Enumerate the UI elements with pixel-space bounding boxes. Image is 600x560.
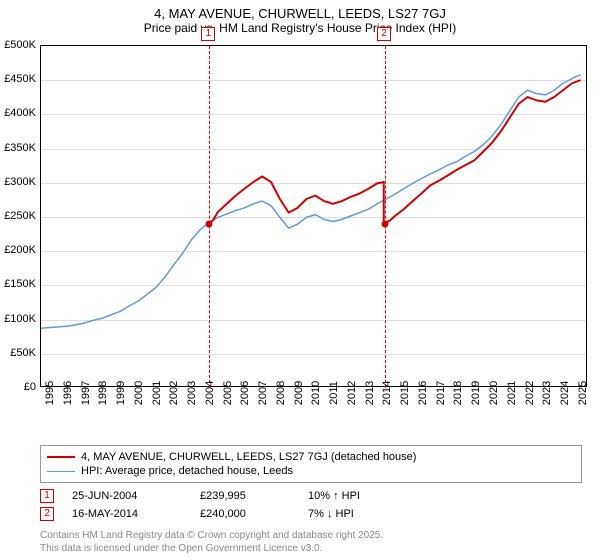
x-axis-label: 2007 bbox=[257, 381, 269, 405]
x-axis-label: 2014 bbox=[381, 381, 393, 405]
sale-marker-badge: 1 bbox=[201, 27, 215, 41]
x-axis-label: 1999 bbox=[115, 381, 127, 405]
sale-row-badge: 2 bbox=[40, 507, 54, 521]
x-axis-label: 2004 bbox=[204, 381, 216, 405]
legend-label: HPI: Average price, detached house, Leed… bbox=[81, 465, 293, 477]
x-axis-label: 1996 bbox=[62, 381, 74, 405]
y-axis-label: £300K bbox=[0, 176, 36, 188]
y-axis-label: £250K bbox=[0, 210, 36, 222]
legend-item: HPI: Average price, detached house, Leed… bbox=[47, 464, 575, 478]
x-axis-label: 2021 bbox=[506, 381, 518, 405]
x-axis-label: 2003 bbox=[186, 381, 198, 405]
x-axis-label: 2024 bbox=[559, 381, 571, 405]
legend-label: 4, MAY AVENUE, CHURWELL, LEEDS, LS27 7GJ… bbox=[81, 451, 416, 463]
x-axis-label: 2018 bbox=[452, 381, 464, 405]
chart-subtitle: Price paid vs. HM Land Registry's House … bbox=[0, 21, 600, 39]
sale-dot bbox=[382, 220, 389, 227]
x-axis-label: 2016 bbox=[417, 381, 429, 405]
sale-delta: 7% ↓ HPI bbox=[308, 508, 354, 520]
series-price_paid bbox=[209, 80, 581, 223]
x-axis-label: 2011 bbox=[328, 381, 340, 405]
x-axis-label: 2009 bbox=[293, 381, 305, 405]
y-axis-label: £100K bbox=[0, 313, 36, 325]
sale-row: 1 25-JUN-2004 £239,995 10% ↑ HPI bbox=[40, 487, 582, 505]
y-axis-label: £350K bbox=[0, 142, 36, 154]
sale-delta: 10% ↑ HPI bbox=[308, 490, 360, 502]
chart-title: 4, MAY AVENUE, CHURWELL, LEEDS, LS27 7GJ bbox=[0, 0, 600, 21]
x-axis-label: 2000 bbox=[133, 381, 145, 405]
x-axis-label: 2006 bbox=[239, 381, 251, 405]
x-axis-label: 1995 bbox=[44, 381, 56, 405]
sale-price: £239,995 bbox=[200, 490, 290, 502]
x-axis-label: 2012 bbox=[346, 381, 358, 405]
sale-row: 2 16-MAY-2014 £240,000 7% ↓ HPI bbox=[40, 505, 582, 523]
x-axis-label: 2010 bbox=[310, 381, 322, 405]
x-axis-label: 2017 bbox=[435, 381, 447, 405]
x-axis-label: 2015 bbox=[399, 381, 411, 405]
x-axis-label: 2013 bbox=[364, 381, 376, 405]
x-axis-label: 2020 bbox=[488, 381, 500, 405]
y-axis-label: £200K bbox=[0, 244, 36, 256]
y-axis-label: £400K bbox=[0, 107, 36, 119]
x-axis-label: 2022 bbox=[524, 381, 536, 405]
sale-row-badge: 1 bbox=[40, 489, 54, 503]
x-axis-label: 1998 bbox=[97, 381, 109, 405]
y-axis-label: £150K bbox=[0, 278, 36, 290]
sale-date: 16-MAY-2014 bbox=[72, 508, 182, 520]
legend-swatch bbox=[47, 456, 75, 458]
x-axis-label: 2008 bbox=[275, 381, 287, 405]
y-axis-label: £450K bbox=[0, 73, 36, 85]
footer-line-2: This data is licensed under the Open Gov… bbox=[40, 542, 582, 555]
x-axis-label: 2001 bbox=[151, 381, 163, 405]
x-axis-label: 2019 bbox=[470, 381, 482, 405]
legend-swatch bbox=[47, 471, 75, 472]
footer-attribution: Contains HM Land Registry data © Crown c… bbox=[40, 529, 582, 555]
x-axis-label: 2002 bbox=[168, 381, 180, 405]
legend-item: 4, MAY AVENUE, CHURWELL, LEEDS, LS27 7GJ… bbox=[47, 450, 575, 464]
plot-area bbox=[40, 45, 587, 387]
x-axis-label: 2005 bbox=[222, 381, 234, 405]
y-axis-label: £50K bbox=[0, 347, 36, 359]
sales-table: 1 25-JUN-2004 £239,995 10% ↑ HPI 2 16-MAY-201… bbox=[40, 487, 582, 523]
x-axis-label: 1997 bbox=[80, 381, 92, 405]
y-axis-label: £0 bbox=[0, 381, 36, 393]
series-hpi bbox=[41, 75, 581, 329]
x-axis-label: 2023 bbox=[541, 381, 553, 405]
legend: 4, MAY AVENUE, CHURWELL, LEEDS, LS27 7GJ… bbox=[40, 445, 582, 483]
series-svg bbox=[41, 46, 586, 386]
y-axis-label: £500K bbox=[0, 39, 36, 51]
footer-line-1: Contains HM Land Registry data © Crown c… bbox=[40, 529, 582, 542]
chart-area: £0 £50K £100K £150K £200K £250K £300K £350K £400… bbox=[0, 39, 600, 439]
x-axis-label: 2025 bbox=[577, 381, 589, 405]
sale-dot bbox=[206, 220, 213, 227]
sale-price: £240,000 bbox=[200, 508, 290, 520]
sale-marker-badge: 2 bbox=[377, 27, 391, 41]
sale-date: 25-JUN-2004 bbox=[72, 490, 182, 502]
